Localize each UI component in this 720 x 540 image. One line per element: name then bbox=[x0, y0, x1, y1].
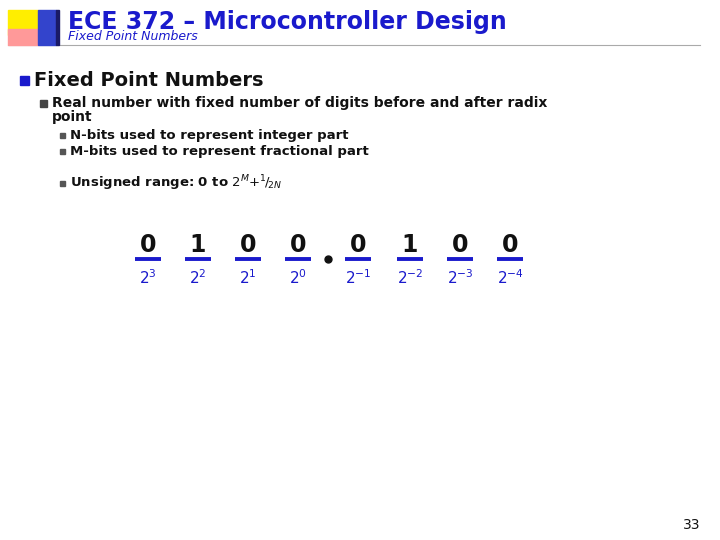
Text: M-bits used to represent fractional part: M-bits used to represent fractional part bbox=[70, 145, 369, 158]
Bar bbox=[56, 10, 59, 45]
Bar bbox=[20, 76, 29, 85]
Text: $2^3$: $2^3$ bbox=[139, 268, 157, 287]
Text: $2^{-3}$: $2^{-3}$ bbox=[446, 268, 473, 287]
Text: ECE 372 – Microcontroller Design: ECE 372 – Microcontroller Design bbox=[68, 10, 507, 34]
Text: 33: 33 bbox=[683, 518, 700, 532]
Bar bbox=[8, 10, 38, 35]
Text: $2^{-4}$: $2^{-4}$ bbox=[497, 268, 523, 287]
Text: Fixed Point Numbers: Fixed Point Numbers bbox=[34, 71, 264, 90]
Text: 0: 0 bbox=[140, 233, 156, 257]
Text: $2^{-2}$: $2^{-2}$ bbox=[397, 268, 423, 287]
Text: 0: 0 bbox=[240, 233, 256, 257]
Bar bbox=[60, 181, 65, 186]
Text: 0: 0 bbox=[289, 233, 306, 257]
Bar bbox=[40, 100, 47, 107]
Text: Fixed Point Numbers: Fixed Point Numbers bbox=[68, 30, 198, 44]
Text: 0: 0 bbox=[451, 233, 468, 257]
Text: 1: 1 bbox=[190, 233, 206, 257]
Text: $2^1$: $2^1$ bbox=[239, 268, 257, 287]
Text: Real number with fixed number of digits before and after radix: Real number with fixed number of digits … bbox=[52, 96, 547, 110]
Text: point: point bbox=[52, 110, 93, 124]
Bar bbox=[60, 149, 65, 154]
Text: 1: 1 bbox=[402, 233, 418, 257]
Text: $2^{-1}$: $2^{-1}$ bbox=[345, 268, 372, 287]
Text: 0: 0 bbox=[350, 233, 366, 257]
Text: $2^2$: $2^2$ bbox=[189, 268, 207, 287]
Text: N-bits used to represent integer part: N-bits used to represent integer part bbox=[70, 129, 348, 141]
Text: $2^0$: $2^0$ bbox=[289, 268, 307, 287]
Bar bbox=[38, 10, 56, 45]
Text: Unsigned range: 0 to $2^M$$+$$^1\!/_{\!2N}$: Unsigned range: 0 to $2^M$$+$$^1\!/_{\!2… bbox=[70, 173, 282, 193]
Text: 0: 0 bbox=[502, 233, 518, 257]
Bar bbox=[60, 133, 65, 138]
Bar bbox=[8, 29, 38, 45]
